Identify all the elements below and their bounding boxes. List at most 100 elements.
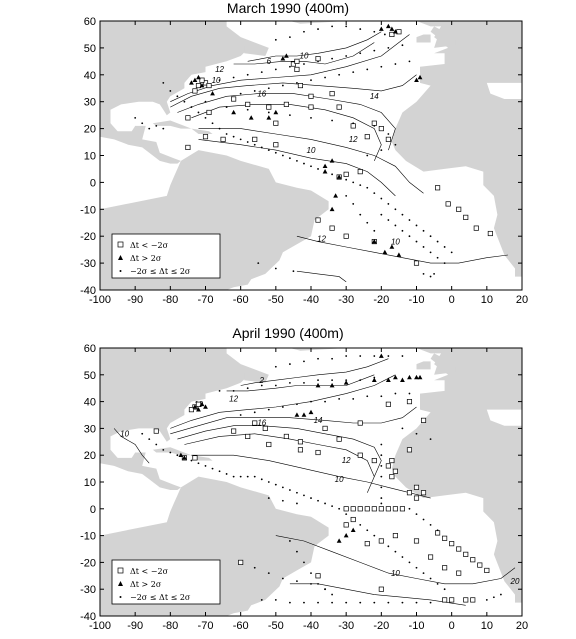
data-point-normal: [394, 143, 397, 146]
data-point-normal: [415, 432, 418, 435]
contour-line: [177, 425, 382, 477]
contour-label: 12: [349, 135, 358, 144]
data-point-normal: [380, 213, 383, 216]
data-point-cold: [315, 56, 321, 62]
data-point-normal: [317, 499, 319, 502]
data-point-warm: [196, 407, 201, 412]
data-point-cold: [343, 522, 349, 528]
data-point-cold: [283, 433, 289, 439]
data-point-cold: [378, 506, 384, 512]
data-point-normal: [296, 491, 298, 494]
data-point-cold: [413, 495, 420, 501]
data-point-warm: [231, 109, 237, 115]
data-point-normal: [239, 138, 242, 141]
data-point-warm: [192, 404, 198, 409]
data-point-normal: [310, 116, 312, 119]
data-point-normal: [310, 400, 312, 403]
data-point-warm: [385, 377, 391, 382]
data-point-normal: [246, 475, 249, 478]
data-point-warm: [382, 249, 388, 255]
data-point-cold: [449, 597, 455, 603]
data-point-cold: [470, 597, 476, 603]
contour-line: [198, 128, 424, 194]
data-point-normal: [383, 33, 386, 36]
land-mass: [100, 21, 255, 164]
data-point-cold: [389, 31, 395, 38]
legend-label: Δt > 2σ: [130, 254, 162, 263]
data-point-normal: [380, 395, 383, 398]
data-point-normal: [422, 518, 425, 521]
data-point-warm: [371, 377, 377, 382]
data-point-normal: [296, 502, 298, 505]
land-mass: [254, 348, 347, 351]
data-point-warm: [333, 193, 339, 198]
data-point-cold: [273, 142, 279, 148]
data-point-normal: [289, 65, 291, 68]
data-point-normal: [218, 79, 221, 82]
data-point-normal: [380, 443, 383, 446]
data-point-normal: [387, 355, 390, 357]
data-point-normal: [408, 60, 411, 63]
x-tick-label: -70: [198, 620, 214, 632]
data-point-cold: [357, 506, 363, 512]
contour-line: [191, 454, 431, 499]
data-point-normal: [289, 540, 291, 542]
data-point-normal: [359, 28, 362, 30]
data-point-normal: [225, 133, 228, 135]
data-point-cold: [192, 88, 198, 94]
data-point-normal: [274, 483, 277, 486]
data-point-warm: [417, 374, 423, 380]
data-point-warm: [378, 353, 384, 358]
data-point-normal: [366, 221, 369, 224]
data-point-normal: [401, 601, 404, 604]
contour-line: [198, 139, 396, 197]
data-point-cold: [371, 120, 377, 126]
data-point-normal: [408, 507, 411, 510]
legend-symbol-cold: [117, 241, 124, 248]
y-tick-label: 50: [84, 370, 96, 382]
data-point-normal: [429, 251, 432, 254]
data-point-cold: [245, 101, 251, 107]
data-point-normal: [197, 111, 200, 114]
data-point-cold: [192, 455, 198, 461]
y-tick-label: 20: [84, 124, 96, 136]
x-tick-label: 10: [481, 620, 493, 632]
data-point-normal: [345, 355, 348, 357]
data-point-normal: [394, 63, 397, 65]
data-point-normal: [183, 100, 186, 103]
data-point-normal: [267, 497, 270, 499]
data-point-normal: [289, 601, 291, 604]
legend-box: [111, 233, 221, 279]
legend-label: Δt > 2σ: [130, 580, 162, 589]
land-mass: [430, 353, 456, 375]
land-mass: [367, 5, 402, 13]
y-tick-label: -10: [80, 531, 96, 543]
data-point-normal: [289, 381, 291, 384]
x-tick-label: -60: [233, 620, 249, 632]
x-tick-label: -40: [303, 294, 319, 306]
data-point-normal: [415, 224, 418, 227]
data-point-normal: [211, 122, 214, 125]
land-mass: [254, 21, 347, 24]
data-point-cold: [463, 551, 469, 557]
data-point-cold: [420, 490, 427, 496]
data-point-normal: [373, 355, 376, 357]
x-tick-label: -30: [338, 620, 354, 632]
contour-label: 10: [300, 52, 309, 61]
data-point-normal: [141, 432, 144, 435]
data-point-normal: [401, 229, 404, 232]
data-point-warm: [385, 23, 391, 29]
data-point-normal: [260, 384, 263, 387]
data-point-cold: [343, 233, 349, 239]
data-point-normal: [373, 229, 376, 232]
data-point-normal: [415, 601, 418, 604]
legend-box: [111, 559, 221, 605]
data-point-cold: [371, 506, 377, 512]
contour-line: [289, 583, 466, 606]
data-point-normal: [338, 507, 341, 510]
data-point-normal: [303, 561, 305, 564]
data-point-cold: [392, 506, 398, 512]
land-mass: [391, 348, 522, 603]
data-point-normal: [345, 55, 348, 57]
land-mass: [152, 120, 192, 129]
